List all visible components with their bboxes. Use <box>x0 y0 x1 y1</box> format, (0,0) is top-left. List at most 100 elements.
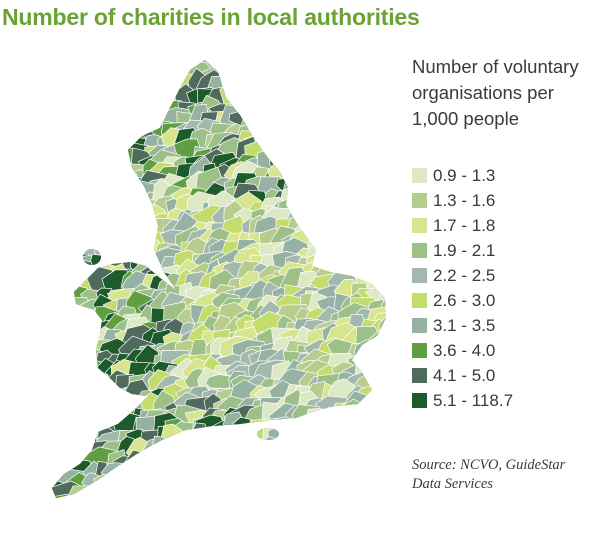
local-authority-area <box>354 493 380 498</box>
local-authority-area <box>211 436 241 469</box>
local-authority-area <box>55 209 79 231</box>
local-authority-area <box>142 60 164 75</box>
local-authority-area <box>347 175 367 203</box>
local-authority-area <box>52 88 88 110</box>
local-authority-area <box>331 492 361 498</box>
local-authority-area <box>76 217 105 241</box>
local-authority-area <box>62 374 93 401</box>
local-authority-area <box>52 64 70 91</box>
local-authority-area <box>98 60 129 77</box>
legend-swatch <box>412 368 427 383</box>
local-authority-area <box>333 438 359 458</box>
local-authority-area <box>301 451 322 477</box>
local-authority-area <box>52 447 64 473</box>
local-authority-area <box>376 168 386 190</box>
local-authority-area <box>287 93 309 126</box>
local-authority-area <box>158 438 196 461</box>
local-authority-area <box>78 95 107 127</box>
local-authority-area <box>366 461 386 483</box>
local-authority-area <box>81 206 110 235</box>
local-authority-area <box>248 60 277 79</box>
local-authority-area <box>358 88 378 107</box>
local-authority-area <box>214 453 235 472</box>
local-authority-area <box>79 60 107 66</box>
local-authority-area <box>287 159 310 192</box>
local-authority-area <box>52 348 67 376</box>
local-authority-area <box>307 198 334 225</box>
local-authority-area <box>321 226 342 251</box>
local-authority-area <box>52 403 86 430</box>
local-authority-area <box>238 66 264 90</box>
local-authority-area <box>182 462 212 489</box>
local-authority-area <box>76 169 108 200</box>
local-authority-area <box>319 193 344 228</box>
local-authority-area <box>249 473 292 497</box>
legend-swatch <box>412 393 427 408</box>
local-authority-area <box>69 173 95 202</box>
local-authority-area <box>315 395 348 427</box>
local-authority-area <box>360 105 382 135</box>
local-authority-area <box>373 378 386 409</box>
local-authority-area <box>269 112 300 133</box>
legend-title: Number of voluntary organisations per 1,… <box>412 54 597 132</box>
local-authority-area <box>357 60 386 76</box>
local-authority-area <box>380 291 386 322</box>
local-authority-area <box>52 311 85 328</box>
local-authority-area <box>68 192 92 221</box>
local-authority-area <box>96 485 135 498</box>
legend-swatch <box>412 243 427 258</box>
local-authority-area <box>52 195 62 219</box>
legend-label: 3.6 - 4.0 <box>433 340 496 360</box>
local-authority-area <box>161 60 187 76</box>
legend-item: 1.7 - 1.8 <box>412 213 513 238</box>
local-authority-area <box>250 449 274 481</box>
local-authority-area <box>353 239 381 265</box>
local-authority-area <box>377 364 386 387</box>
local-authority-area <box>52 355 85 372</box>
local-authority-area <box>64 204 99 232</box>
local-authority-area <box>323 240 346 272</box>
local-authority-area <box>291 196 326 219</box>
local-authority-area <box>303 136 335 169</box>
local-authority-area <box>124 471 151 496</box>
local-authority-area <box>244 60 275 62</box>
legend-swatch <box>412 218 427 233</box>
local-authority-area <box>366 191 386 208</box>
local-authority-area <box>152 470 197 494</box>
local-authority-area <box>66 105 99 136</box>
local-authority-area <box>328 471 365 498</box>
local-authority-area <box>335 158 360 186</box>
local-authority-area <box>52 276 75 299</box>
local-authority-area <box>67 77 88 104</box>
local-authority-area <box>372 75 386 98</box>
local-authority-area <box>52 107 70 131</box>
local-authority-area <box>141 470 165 496</box>
local-authority-area <box>346 220 367 241</box>
local-authority-area <box>384 421 386 439</box>
local-authority-area <box>269 60 297 76</box>
legend-label: 1.7 - 1.8 <box>433 215 496 235</box>
local-authority-area <box>80 488 111 498</box>
local-authority-area <box>54 284 79 306</box>
local-authority-area <box>69 314 90 340</box>
local-authority-area <box>358 124 378 154</box>
local-authority-area <box>353 466 378 485</box>
local-authority-area <box>353 221 386 242</box>
local-authority-area <box>353 402 386 433</box>
local-authority-area <box>283 431 313 451</box>
local-authority-area <box>308 500 342 518</box>
local-authority-area <box>379 60 386 75</box>
local-authority-area <box>230 60 267 64</box>
local-authority-area <box>359 351 379 373</box>
local-authority-area <box>370 177 386 196</box>
local-authority-area <box>379 105 386 132</box>
local-authority-area <box>85 124 123 144</box>
local-authority-area <box>376 85 386 111</box>
local-authority-area <box>54 106 85 134</box>
local-authority-area <box>103 229 135 253</box>
local-authority-area <box>356 96 382 120</box>
local-authority-area <box>222 460 249 490</box>
local-authority-area <box>145 470 179 497</box>
local-authority-area <box>366 392 386 415</box>
local-authority-area <box>63 232 99 249</box>
